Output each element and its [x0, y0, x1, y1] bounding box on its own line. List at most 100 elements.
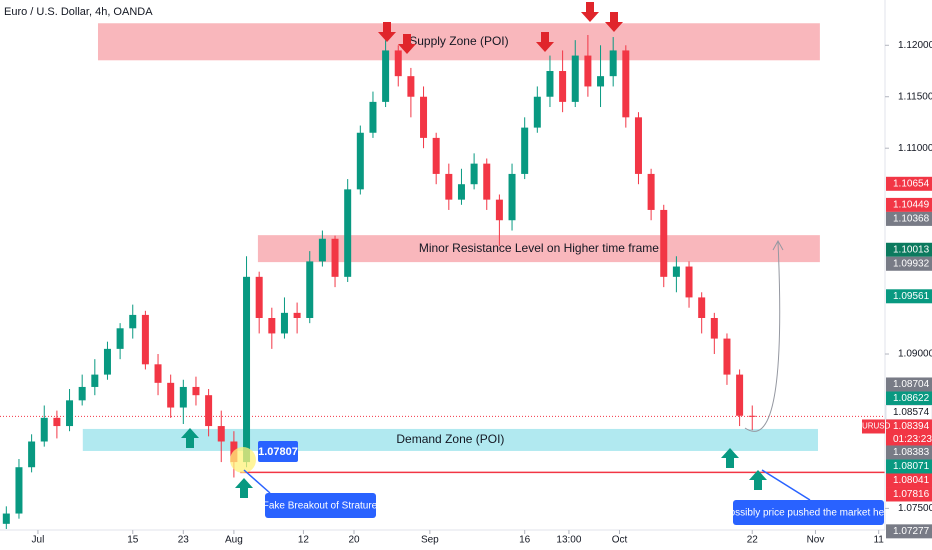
price-tag: [886, 473, 932, 488]
x-tick-label: 16: [519, 535, 531, 546]
price-tag-label: 1.10368: [893, 214, 930, 225]
candle-body: [154, 364, 162, 383]
candle-body: [40, 417, 48, 442]
callout-box: [265, 493, 376, 518]
candle-body: [559, 71, 567, 102]
x-tick-label: 22: [747, 535, 759, 546]
price-tag-label: 1.10013: [893, 244, 930, 255]
candle-body: [584, 55, 592, 87]
x-tick-label: 12: [298, 535, 310, 546]
price-tag-label: 1.08622: [893, 393, 930, 404]
candle-body: [748, 415, 756, 417]
callout-pointer: [243, 469, 271, 494]
candle-body: [634, 117, 642, 174]
candle-body: [647, 173, 655, 210]
price-tag: [886, 211, 932, 226]
up-arrows: [181, 428, 767, 498]
price-tag: [886, 419, 932, 446]
down-arrows: [378, 2, 623, 54]
candle-body: [432, 137, 440, 174]
price-tag-label: 1.07277: [893, 526, 930, 537]
candle-body: [129, 314, 137, 329]
price-tag-label: 1.07816: [893, 489, 930, 500]
price-tag-label: 1.09561: [893, 291, 930, 302]
zone-label: Minor Resistance Level on Higher time fr…: [419, 241, 659, 255]
candle-body: [672, 266, 680, 277]
candle-body: [685, 266, 693, 298]
price-tag: [886, 391, 932, 406]
candle-body: [382, 50, 390, 102]
candle-body: [255, 276, 263, 318]
candle-body: [597, 76, 605, 87]
candle-body: [407, 76, 415, 97]
y-tick-label: 1.07500: [898, 503, 932, 514]
price-tag-label: 1.08383: [893, 447, 930, 458]
zone-label: Demand Zone (POI): [396, 432, 504, 446]
candle-body: [457, 184, 465, 200]
price-tag: [886, 197, 932, 212]
y-tick-label: 1.11500: [898, 91, 932, 102]
x-tick-label: 11: [873, 535, 884, 546]
projection-arrowhead: [772, 239, 784, 251]
projection-curve: [744, 241, 781, 432]
candle-body: [78, 386, 86, 401]
breakout-label-box: [258, 441, 298, 462]
price-tag: [886, 256, 932, 271]
y-tick-label: 1.11000: [898, 143, 932, 154]
price-tag: [886, 176, 932, 191]
candle-body: [736, 374, 744, 416]
candle-body: [91, 374, 99, 387]
callout-text: Possibly price pushed the market here: [723, 508, 894, 519]
candle-body: [318, 238, 326, 262]
candle-body: [192, 386, 200, 396]
zone: [257, 235, 820, 263]
candle-body: [28, 441, 36, 468]
x-tick-label: Aug: [225, 535, 243, 546]
candle-body: [268, 318, 276, 334]
zone: [97, 23, 820, 61]
candle-body: [331, 238, 339, 277]
candle-body: [521, 127, 529, 174]
breakout-label: 1.07807: [258, 446, 298, 458]
candle-body: [571, 55, 579, 102]
candle-body: [710, 318, 718, 339]
time-axis-bg: [0, 530, 932, 550]
candle-body: [445, 173, 453, 200]
candle-body: [15, 467, 23, 514]
x-tick-label: 15: [127, 535, 139, 546]
candle-body: [698, 297, 706, 318]
price-tag: [886, 289, 932, 304]
x-tick-label: Sep: [421, 535, 439, 546]
price-tag-label: 1.08071: [893, 461, 930, 472]
price-tag: [886, 242, 932, 257]
callout-pointer: [761, 469, 811, 501]
candle-body: [508, 173, 516, 221]
chart-title: Euro / U.S. Dollar, 4h, OANDA: [4, 6, 153, 18]
price-countdown: 01:23:23: [893, 434, 932, 445]
candle-body: [356, 132, 364, 190]
symbol-tag: [862, 419, 885, 434]
price-tag-label: 1.08704: [893, 379, 930, 390]
candle-body: [293, 312, 301, 318]
candle-body: [470, 163, 478, 185]
candle-body: [533, 96, 541, 128]
candle-body: [205, 395, 213, 427]
candle-body: [723, 338, 731, 375]
x-tick-label: Jul: [32, 535, 45, 546]
candle-body: [179, 386, 187, 408]
candle-body: [116, 328, 124, 349]
price-tag: [886, 377, 932, 392]
candle-body: [609, 50, 617, 77]
price-tag-label: 1.08394: [893, 421, 930, 432]
callout-text: Fake Breakout of Strature: [263, 501, 378, 512]
price-tag: [886, 487, 932, 502]
candle-body: [141, 314, 149, 365]
candle-body: [622, 50, 630, 118]
price-tag-label: 1.10449: [893, 200, 930, 211]
candle-body: [66, 400, 74, 427]
x-tick-label: 13:00: [556, 535, 581, 546]
highlight-circle: [230, 447, 256, 473]
x-tick-label: 20: [348, 535, 360, 546]
candle-body: [217, 426, 225, 442]
